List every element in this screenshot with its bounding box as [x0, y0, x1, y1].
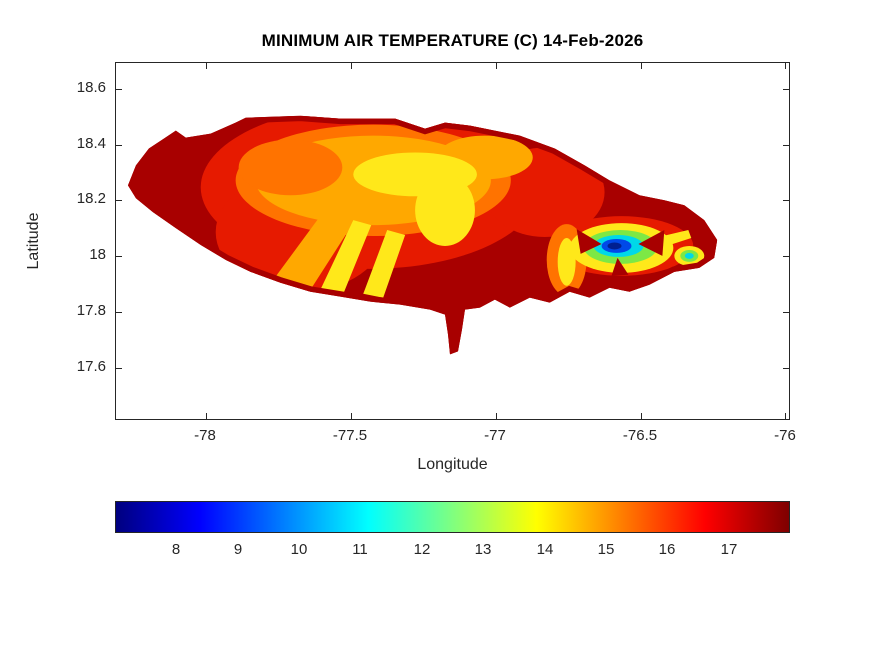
x-tick-label: -77.5	[332, 427, 368, 444]
colorbar-tick-label: 17	[720, 541, 738, 558]
x-tick-mark-top	[641, 63, 642, 69]
east-cool-spot-cyan-core	[684, 252, 694, 259]
region-orange-northwest	[238, 139, 343, 196]
y-tick-label: 18.2	[76, 190, 106, 207]
y-tick-mark	[116, 89, 122, 90]
x-tick-label: -78	[194, 427, 216, 444]
y-tick-mark	[116, 368, 122, 369]
x-tick-mark-top	[496, 63, 497, 69]
y-tick-mark-right	[783, 368, 789, 369]
blue-mountains-navy-core	[607, 242, 622, 250]
x-tick-mark-top	[351, 63, 352, 69]
colorbar-tick-label: 11	[352, 541, 368, 558]
plot-area	[115, 62, 790, 420]
x-tick-mark	[785, 413, 786, 419]
colorbar-tick-label: 12	[413, 541, 431, 558]
y-tick-mark-right	[783, 256, 789, 257]
colorbar-tick-label: 8	[171, 541, 181, 558]
blue-mountains-red-spike-south	[611, 257, 629, 276]
colorbar-tick-label: 10	[290, 541, 308, 558]
y-tick-label: 18.6	[76, 79, 106, 96]
y-tick-mark-right	[783, 145, 789, 146]
plot-title: MINIMUM AIR TEMPERATURE (C) 14-Feb-2026	[261, 31, 644, 50]
y-tick-mark	[116, 200, 122, 201]
y-tick-label: 17.8	[76, 302, 106, 319]
y-axis-label: Latitude	[25, 212, 42, 270]
y-tick-mark	[116, 256, 122, 257]
colorbar-tick-label: 9	[233, 541, 243, 558]
x-tick-mark	[351, 413, 352, 419]
region-orange-streak-southwest	[275, 202, 361, 290]
x-tick-mark-top	[785, 63, 786, 69]
colorbar-tick-label: 15	[597, 541, 615, 558]
colorbar-tick-label: 14	[536, 541, 554, 558]
region-yellow-streak-2	[363, 230, 406, 298]
jamaica-temperature-map	[127, 115, 718, 355]
x-tick-mark	[496, 413, 497, 419]
blue-mountains-red-spike-east	[638, 230, 665, 256]
y-tick-mark	[116, 145, 122, 146]
y-tick-mark	[116, 312, 122, 313]
y-tick-mark-right	[783, 312, 789, 313]
x-tick-label: -77	[484, 427, 506, 444]
y-tick-label: 17.6	[76, 358, 106, 375]
y-tick-mark-right	[783, 200, 789, 201]
x-tick-mark-top	[206, 63, 207, 69]
region-yellow-streak-1	[320, 220, 372, 294]
blue-mountains-red-spike-west	[576, 229, 602, 254]
y-tick-label: 18.4	[76, 135, 106, 152]
colorbar-tick-label: 13	[474, 541, 492, 558]
x-tick-mark	[641, 413, 642, 419]
colorbar-tick-label: 16	[658, 541, 676, 558]
x-tick-mark	[206, 413, 207, 419]
y-tick-mark-right	[783, 89, 789, 90]
colorbar-gradient	[115, 501, 790, 533]
x-axis-label: Longitude	[417, 456, 488, 473]
y-tick-label: 18	[89, 246, 106, 263]
x-tick-label: -76	[774, 427, 796, 444]
x-tick-label: -76.5	[622, 427, 658, 444]
region-yellow-core-central	[415, 174, 475, 246]
